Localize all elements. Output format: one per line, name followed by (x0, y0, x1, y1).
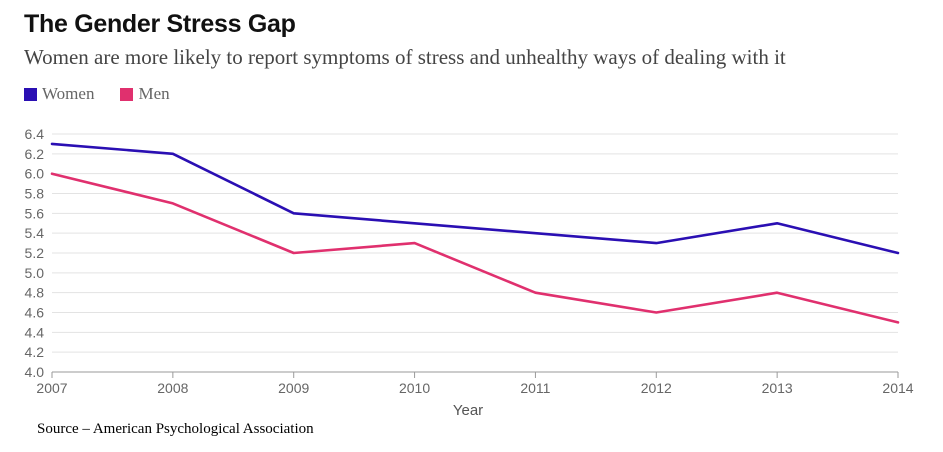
axes: 4.0 4.2 4.4 4.6 4.8 5.0 5.2 5.4 5.6 5.8 6.0 6.2 6.4 2… (25, 126, 914, 396)
y-tick-label: 5.6 (25, 205, 45, 221)
y-tick-label: 4.2 (25, 344, 45, 360)
x-axis-title: Year (453, 402, 483, 419)
x-tick-label: 2007 (36, 380, 67, 396)
y-tick-label: 4.0 (25, 364, 45, 380)
y-tick-label: 5.0 (25, 265, 45, 281)
legend-label-women: Women (42, 84, 95, 103)
y-tick-label: 4.6 (25, 305, 45, 321)
chart-subtitle: Women are more likely to report symptoms… (24, 45, 786, 69)
y-tick-label: 5.2 (25, 245, 45, 261)
y-tick-label: 6.0 (25, 166, 45, 182)
chart-title: The Gender Stress Gap (24, 10, 296, 38)
x-tick-label: 2012 (641, 380, 672, 396)
x-tick-label: 2014 (882, 380, 913, 396)
x-tick-label: 2013 (762, 380, 793, 396)
legend-item-women: Women (24, 84, 94, 104)
x-tick-label: 2008 (157, 380, 188, 396)
y-tick-label: 5.8 (25, 186, 45, 202)
x-tick-label: 2011 (520, 380, 550, 396)
legend: Women Men (24, 84, 196, 104)
legend-label-men: Men (138, 84, 170, 103)
y-tick-label: 6.4 (25, 126, 45, 142)
legend-swatch-men (120, 87, 134, 101)
y-tick-label: 4.8 (25, 285, 45, 301)
x-tick-label: 2010 (399, 380, 430, 396)
legend-item-men: Men (120, 84, 170, 104)
source-note: Source – American Psychological Associat… (37, 421, 314, 437)
x-tick-label: 2009 (278, 380, 309, 396)
y-tick-label: 5.4 (25, 225, 45, 241)
legend-swatch-women (24, 87, 37, 101)
gridlines (52, 133, 898, 353)
y-tick-label: 4.4 (25, 324, 45, 340)
y-tick-label: 6.2 (25, 146, 45, 162)
series-line-women (50, 142, 900, 255)
series-lines (50, 142, 900, 324)
series-line-men (50, 172, 900, 324)
